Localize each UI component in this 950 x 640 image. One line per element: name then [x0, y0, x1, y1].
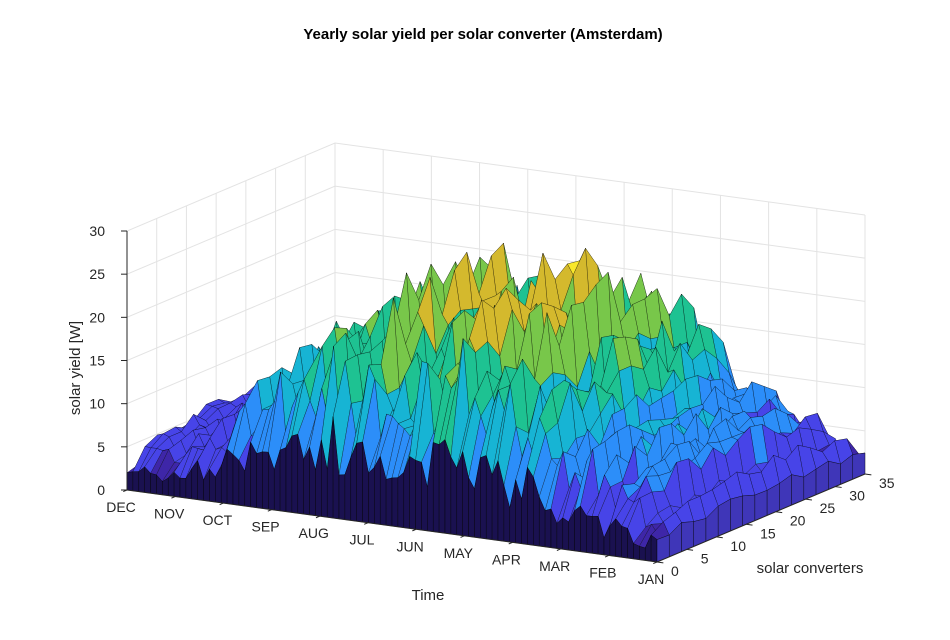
yield-tick-label: 25	[89, 266, 105, 282]
surface-front-skirt	[132, 471, 139, 492]
converter-tick-label: 15	[760, 525, 776, 541]
time-tick-mark	[653, 561, 658, 565]
surface-front-skirt	[291, 434, 298, 514]
time-tick-label: SEP	[252, 519, 280, 535]
time-tick-label: JUL	[349, 532, 374, 548]
yield-tick-label: 0	[97, 482, 105, 498]
surface-front-skirt	[285, 435, 293, 513]
converter-tick-mark	[775, 511, 783, 514]
converter-tick-label: 20	[790, 513, 806, 529]
y-axis-label: solar converters	[757, 560, 864, 577]
converter-tick-mark	[835, 486, 842, 488]
converter-tick-mark	[864, 473, 872, 476]
time-tick-label: DEC	[106, 499, 136, 515]
yield-tick-label: 20	[89, 309, 105, 325]
surface-front-skirt	[409, 456, 416, 530]
time-tick-label: MAR	[539, 558, 570, 574]
yield-tick-label: 30	[89, 223, 105, 239]
time-tick-label: FEB	[589, 564, 616, 580]
surface-front-skirt	[226, 448, 234, 505]
surface-right-skirt	[730, 495, 743, 532]
chart-title: Yearly solar yield per solar converter (…	[303, 26, 662, 43]
yield-tick-label: 5	[97, 439, 105, 455]
x-axis-label: Time	[412, 587, 445, 604]
surface-front-skirt	[356, 441, 363, 523]
surface-front-skirt	[450, 456, 457, 536]
surface-front-skirt	[433, 442, 440, 533]
surface-front-skirt	[126, 471, 134, 492]
surface-front-skirt	[162, 477, 169, 496]
time-axis-line	[126, 489, 658, 563]
surface-front-skirt	[527, 466, 534, 546]
surface-front-skirt	[350, 443, 357, 522]
converter-tick-mark	[746, 523, 753, 526]
converter-tick-label: 5	[701, 550, 709, 566]
surface-front-skirt	[150, 473, 157, 495]
surface-front-skirt	[232, 453, 240, 506]
time-tick-label: APR	[492, 551, 521, 567]
surface-front-skirt	[650, 534, 658, 563]
surface-front-skirt	[415, 460, 422, 531]
converter-tick-label: 25	[820, 500, 836, 516]
converter-axis-line	[656, 473, 866, 563]
z-gridline	[126, 142, 866, 232]
surface-front-skirt	[633, 543, 640, 560]
surface-front-skirt	[574, 505, 581, 552]
surface-front-skirt	[397, 471, 404, 528]
time-tick-label: AUG	[299, 525, 329, 541]
converter-tick-mark	[716, 536, 723, 539]
surface-front-skirt	[391, 477, 399, 528]
surface-layer	[126, 242, 866, 563]
axis-layer: JANFEBMARAPRMAYJUNJULAUGSEPOCTNOVDEC0510…	[89, 223, 894, 587]
surface-front-skirt	[586, 515, 593, 554]
time-tick-mark	[604, 554, 610, 558]
surface-front-skirt	[544, 508, 552, 548]
yield-tick-label: 10	[89, 396, 105, 412]
surface-front-skirt	[368, 466, 375, 524]
z-axis-label: solar yield [W]	[67, 321, 84, 415]
surface-front-skirt	[338, 474, 346, 520]
surface-front-skirt	[491, 460, 499, 541]
surface-front-skirt	[562, 517, 569, 551]
time-tick-mark	[219, 502, 224, 506]
surface-front-skirt	[138, 466, 145, 493]
surface-front-skirt	[385, 477, 393, 527]
converter-tick-label: 35	[879, 475, 895, 491]
time-tick-label: JAN	[638, 571, 664, 587]
time-tick-mark	[556, 548, 561, 551]
time-tick-mark	[508, 541, 513, 545]
surface-front-skirt	[438, 439, 446, 534]
yield-tick-label: 15	[89, 353, 105, 369]
time-tick-mark	[171, 496, 176, 499]
surface-front-skirt	[279, 447, 287, 512]
time-tick-mark	[267, 509, 272, 512]
converter-tick-mark	[805, 498, 812, 501]
converter-tick-label: 10	[730, 538, 746, 554]
surface-front-skirt	[592, 516, 599, 555]
surface-front-skirt	[303, 447, 310, 516]
converter-tick-mark	[686, 548, 694, 551]
time-tick-mark	[315, 515, 320, 519]
surface-front-skirt	[250, 442, 257, 508]
converter-tick-label: 30	[849, 488, 865, 504]
surface-front-skirt	[621, 525, 628, 559]
surface-front-skirt	[374, 456, 381, 525]
surface-front-skirt	[262, 451, 269, 510]
time-tick-label: NOV	[154, 506, 185, 522]
time-tick-label: MAY	[444, 545, 474, 561]
surface-front-skirt	[480, 455, 487, 540]
surface-front-skirt	[639, 545, 646, 561]
time-tick-label: OCT	[203, 512, 233, 528]
surface-front-skirt	[179, 477, 187, 499]
time-tick-mark	[363, 522, 369, 525]
surface-front-skirt	[256, 451, 263, 509]
surface-front-skirt	[556, 517, 563, 550]
converter-tick-label: 0	[671, 563, 679, 579]
converter-tick-mark	[656, 561, 664, 564]
time-tick-mark	[460, 535, 465, 538]
time-tick-mark	[412, 528, 417, 532]
time-tick-label: JUN	[396, 538, 423, 554]
